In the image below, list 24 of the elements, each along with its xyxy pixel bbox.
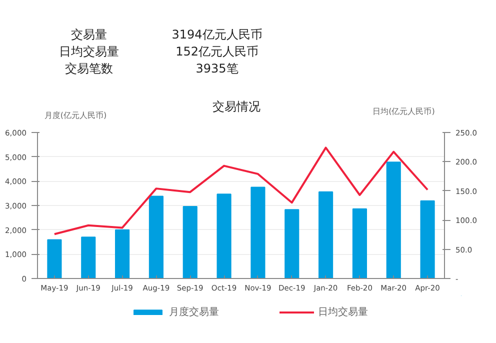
line-series [53,146,429,236]
bar [386,162,401,278]
bar [250,186,266,278]
text: 交易量 [70,28,107,42]
y2-axis-title: 日均(亿元人民币) [372,107,435,116]
text: 日均交易量 [58,44,119,58]
bar [352,208,367,278]
legend-label: 日均交易量 [318,306,368,319]
bar [216,194,232,278]
text: 3935笔 [196,62,238,76]
bar [148,196,164,278]
y-axis-title: 月度(亿元人民币) [44,111,107,120]
bar [284,209,300,278]
bar [81,236,96,278]
bar [420,200,435,278]
text: 152亿元人民币 [176,44,258,58]
bar [47,239,62,278]
chart-title: 交易情况 [212,100,261,114]
bar [182,206,198,278]
text: 3194亿元人民币 [172,28,262,42]
text: 交易笔数 [64,62,113,76]
bar [318,191,334,278]
bar [115,229,130,278]
legend-label: 月度交易量 [169,306,219,319]
